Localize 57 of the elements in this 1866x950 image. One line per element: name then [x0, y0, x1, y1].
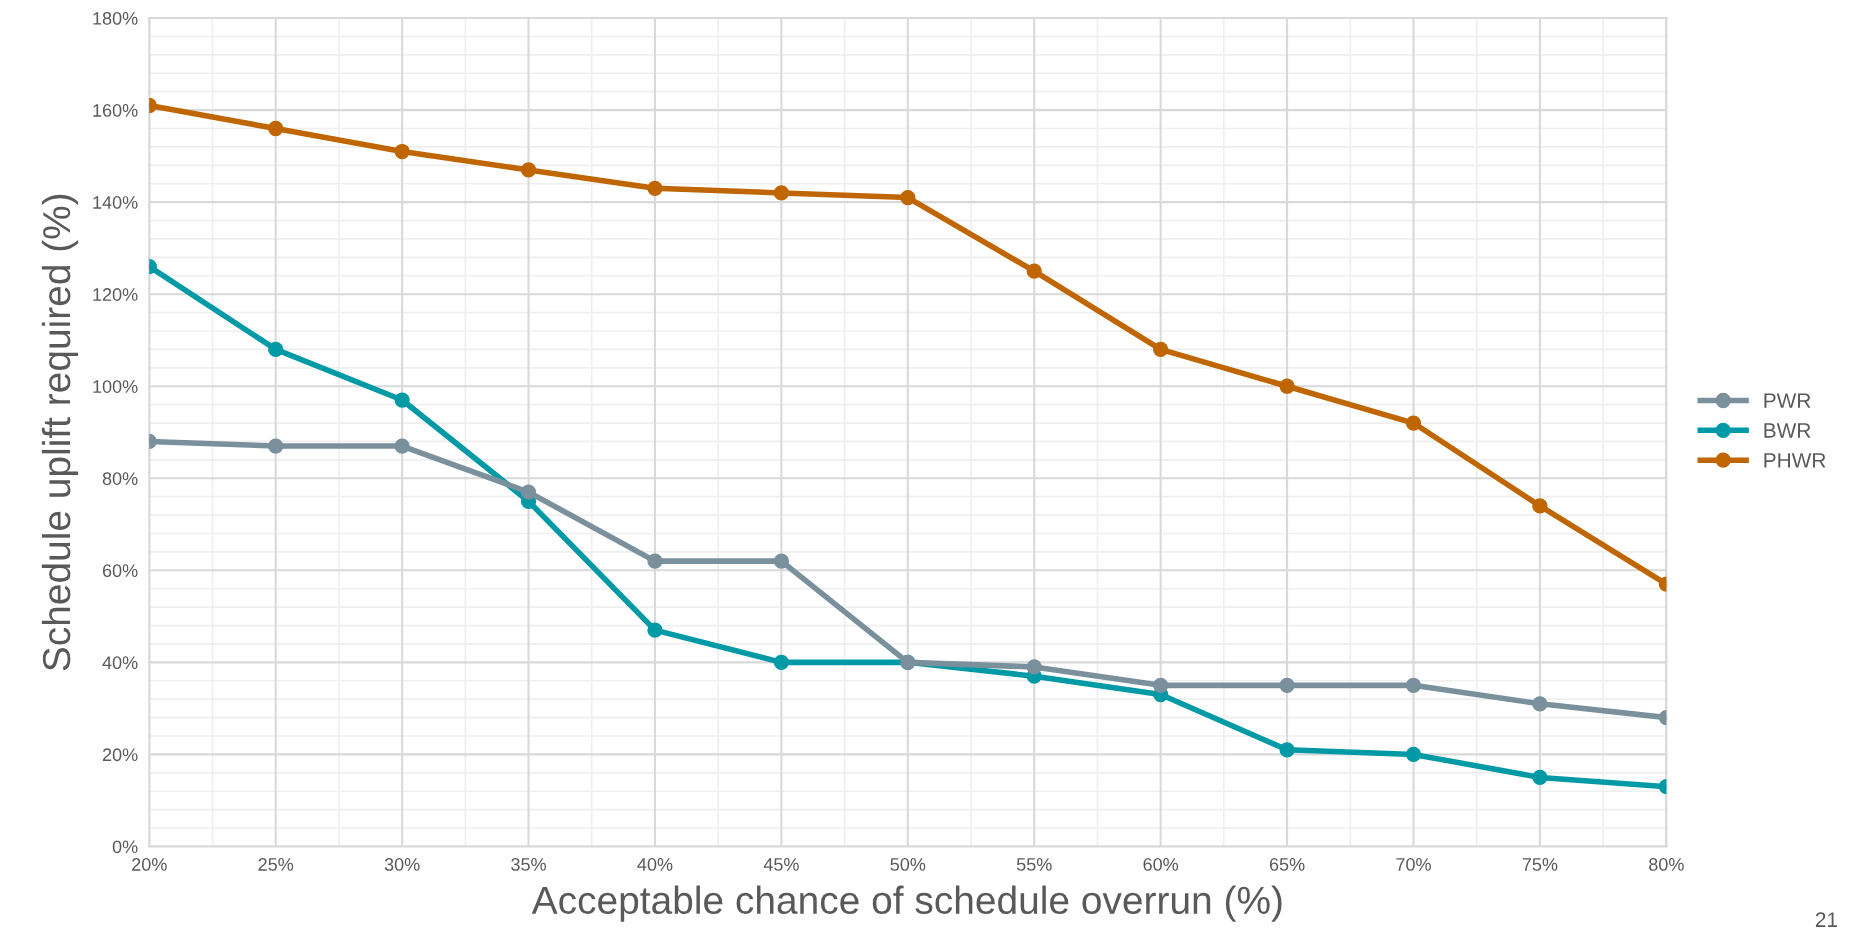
y-tick-label: 0% — [112, 840, 138, 854]
y-tick-label: 20% — [102, 748, 138, 762]
x-tick-label: 35% — [511, 858, 546, 871]
point — [520, 484, 537, 500]
point — [647, 622, 663, 638]
x-tick-label: 70% — [1396, 858, 1431, 871]
point — [394, 392, 410, 408]
point — [268, 120, 284, 137]
text: 21 — [1815, 912, 1837, 927]
y-tick-label: 120% — [93, 288, 138, 301]
x-tick-label: 50% — [890, 858, 926, 871]
point — [1405, 677, 1422, 694]
x-tick-label: 40% — [637, 858, 673, 871]
point — [647, 553, 663, 569]
point — [1532, 498, 1548, 514]
y-tick-label: 100% — [93, 380, 138, 393]
point — [1405, 746, 1422, 763]
x-axis-title: Acceptable chance of schedule overrun (%) — [531, 885, 1282, 922]
point — [1279, 378, 1295, 394]
point — [1153, 341, 1169, 358]
point — [647, 180, 663, 196]
x-tick-label: 80% — [1649, 858, 1684, 871]
x-tick-label: 45% — [763, 858, 799, 871]
point — [1532, 769, 1548, 786]
y-tick-label: 140% — [93, 196, 138, 209]
point — [773, 553, 790, 569]
point — [1405, 415, 1422, 431]
x-tick-label: 75% — [1522, 858, 1558, 871]
point — [1153, 677, 1169, 694]
point — [900, 189, 916, 206]
point — [1532, 696, 1548, 712]
point — [394, 143, 410, 160]
x-tick-label: 60% — [1143, 858, 1179, 871]
y-tick-label: 40% — [102, 656, 138, 670]
legend-label: BWR — [1764, 423, 1811, 438]
point — [773, 654, 790, 671]
x-tick-label: 20% — [132, 858, 167, 871]
legend-label: PWR — [1764, 393, 1811, 408]
point — [1279, 742, 1295, 758]
x-tick-label: 65% — [1269, 858, 1305, 871]
point — [1279, 677, 1295, 694]
point — [773, 185, 790, 201]
y-tick-label: 160% — [93, 104, 138, 117]
y-axis-title: Schedule uplift required (%) — [41, 194, 79, 671]
point — [1026, 263, 1042, 279]
x-tick-label: 55% — [1016, 858, 1052, 871]
point — [268, 438, 284, 454]
y-tick-label: 60% — [102, 564, 138, 578]
point — [1026, 659, 1042, 675]
x-tick-label: 30% — [384, 858, 420, 871]
point — [268, 341, 284, 358]
point — [520, 162, 537, 178]
x-tick-label: 25% — [258, 858, 294, 871]
y-tick-label: 180% — [93, 11, 138, 25]
legend-label: PHWR — [1764, 453, 1826, 468]
y-tick-label: 80% — [102, 472, 138, 485]
point — [394, 438, 410, 454]
